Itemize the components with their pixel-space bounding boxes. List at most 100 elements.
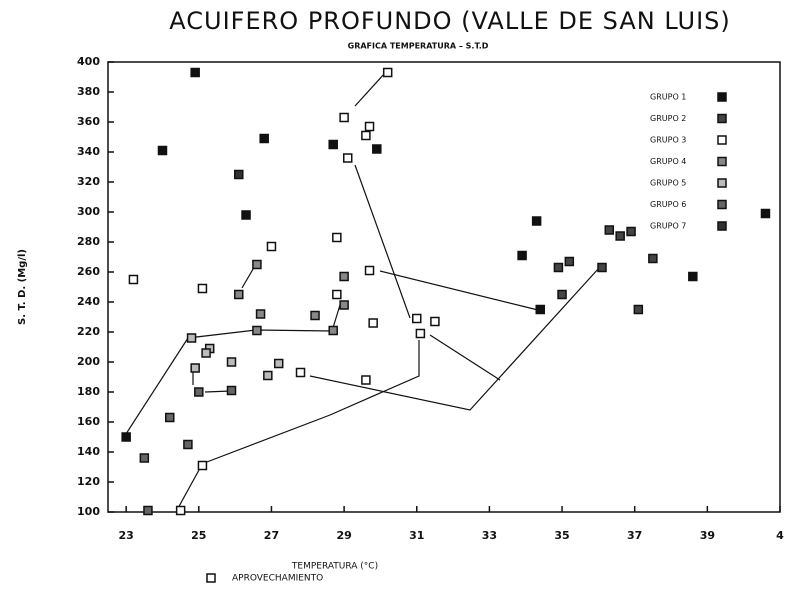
x-tick-label: 29 [336, 529, 351, 542]
data-point [266, 241, 277, 252]
arrow-path [204, 390, 232, 393]
y-tick-label: 140 [77, 445, 100, 458]
data-point [259, 133, 269, 144]
data-point [263, 370, 273, 381]
data-point [633, 304, 644, 315]
legend-marker [717, 178, 727, 188]
data-point [226, 357, 237, 367]
data-point [648, 253, 658, 264]
data-point [143, 505, 153, 516]
data-point [139, 453, 150, 463]
data-point [183, 439, 193, 450]
arrow-path [198, 340, 420, 466]
legend-label: GRUPO 2 [650, 114, 686, 123]
data-point [361, 375, 371, 385]
arrow-path [354, 164, 411, 319]
plot-frame [107, 61, 781, 513]
y-tick-label: 240 [77, 295, 100, 308]
data-point [412, 313, 422, 324]
data-point [190, 67, 200, 78]
data-point [332, 289, 342, 300]
x-tick-label: 25 [191, 529, 206, 542]
data-point [531, 216, 542, 226]
data-point [252, 325, 262, 336]
data-point [252, 259, 262, 270]
x-tick-label: 33 [482, 529, 497, 542]
y-tick-label: 180 [77, 385, 100, 398]
x-tick-label: 37 [627, 529, 642, 542]
y-tick-label: 260 [77, 265, 100, 278]
data-point [368, 318, 378, 328]
data-point [328, 139, 338, 150]
y-tick-label: 360 [77, 115, 100, 128]
y-tick-label: 100 [77, 505, 100, 518]
data-point [597, 262, 607, 273]
legend-label: GRUPO 3 [650, 136, 686, 145]
legend-marker [717, 221, 727, 231]
footer-marker [206, 573, 216, 583]
y-tick-label: 200 [77, 355, 100, 368]
y-axis-label: S. T. D. (Mg/l) [17, 249, 28, 325]
data-point [328, 325, 338, 336]
arrow-path [176, 469, 200, 511]
y-tick-label: 300 [77, 205, 100, 218]
data-point [234, 289, 244, 300]
chart-subtitle: GRAFICA TEMPERATURA – S.T.D [348, 42, 489, 51]
y-tick-label: 400 [77, 55, 100, 68]
y-tick-label: 220 [77, 325, 100, 338]
arrow-path [123, 304, 341, 438]
y-tick-label: 340 [77, 145, 100, 158]
y-tick-label: 380 [77, 85, 100, 98]
footer-legend: APROVECHAMIENTO [232, 574, 323, 584]
legend-marker [717, 135, 727, 145]
data-point [604, 225, 615, 235]
data-point [175, 505, 186, 516]
data-point [557, 289, 567, 300]
flow-arrows [123, 72, 600, 511]
legend-marker [717, 156, 727, 167]
data-point [128, 274, 139, 285]
data-point [361, 130, 371, 141]
arrow-path [354, 72, 386, 107]
data-point [760, 208, 771, 219]
legend-marker [717, 199, 727, 210]
data-point [273, 358, 284, 369]
data-point [626, 226, 636, 237]
data-point [332, 232, 342, 243]
x-axis-label: TEMPERATURA (°C) [291, 562, 378, 572]
data-point [295, 367, 306, 378]
data-point [165, 412, 175, 423]
arrow-path [379, 270, 539, 311]
legend-label: GRUPO 7 [650, 222, 686, 231]
data-point [364, 265, 375, 276]
data-point [197, 283, 208, 294]
data-point [201, 348, 211, 358]
legend-marker [717, 113, 727, 124]
data-point [234, 169, 244, 180]
x-tick-label: 39 [700, 529, 715, 542]
data-point [157, 145, 168, 156]
x-tick-label: 31 [409, 529, 424, 542]
data-point [121, 432, 131, 442]
data-point [186, 333, 197, 343]
data-point [415, 328, 426, 339]
data-point [339, 300, 349, 310]
data-point [430, 316, 440, 327]
data-point [197, 460, 208, 471]
data-point [535, 304, 546, 315]
legend-label: GRUPO 1 [650, 93, 686, 102]
data-point [241, 210, 251, 220]
data-point [194, 387, 204, 397]
data-point [517, 250, 527, 261]
x-tick-label: 4 [776, 529, 784, 542]
data-point [339, 271, 349, 282]
y-tick-label: 280 [77, 235, 100, 248]
data-point [190, 363, 200, 373]
arrow-path [309, 267, 600, 411]
data-point [615, 231, 625, 241]
data-point [382, 67, 393, 78]
legend-marker [717, 92, 727, 102]
y-tick-label: 320 [77, 175, 100, 188]
